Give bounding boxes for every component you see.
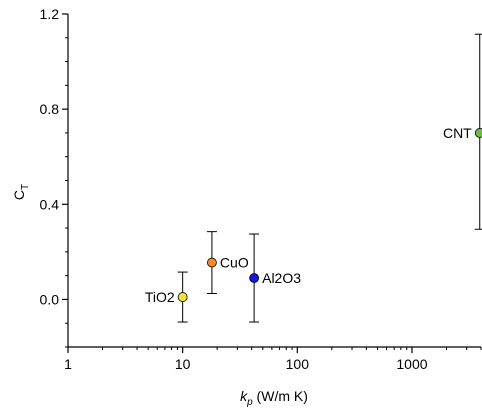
point-tio2 bbox=[177, 292, 188, 302]
y-tick-label: 0.4 bbox=[40, 196, 60, 212]
point-labels: TiO2 CuO Al2O3 CNT bbox=[145, 125, 472, 305]
point-cnt bbox=[474, 128, 482, 138]
y-tick-label: 0.8 bbox=[40, 101, 60, 117]
point-label-tio2: TiO2 bbox=[145, 289, 175, 305]
x-tick-label: 10 bbox=[175, 356, 191, 372]
x-tick-label: 1000 bbox=[396, 356, 427, 372]
point-label-al2o3: Al2O3 bbox=[262, 270, 301, 286]
x-axis-title: kp (W/m K) bbox=[240, 388, 308, 408]
x-tick-label: 1 bbox=[64, 356, 72, 372]
tick-labels: 0.0 0.4 0.8 1.2 1 10 100 1000 bbox=[40, 6, 428, 372]
y-tick-label: 0.0 bbox=[40, 291, 60, 307]
point-cuo bbox=[207, 257, 217, 268]
x-tick-label: 100 bbox=[286, 356, 310, 372]
ticks bbox=[62, 13, 482, 353]
point-al2o3 bbox=[249, 273, 260, 283]
x-axis-title-subscript: p bbox=[246, 397, 253, 408]
x-axis-title-unit: (W/m K) bbox=[253, 388, 308, 404]
y-axis-title: CT bbox=[11, 184, 31, 200]
error-bars bbox=[177, 33, 482, 323]
data-points bbox=[177, 128, 482, 302]
y-tick-label: 1.2 bbox=[40, 6, 60, 22]
point-label-cnt: CNT bbox=[443, 125, 472, 141]
y-axis-title-subscript: T bbox=[20, 184, 31, 190]
point-label-cuo: CuO bbox=[220, 255, 249, 271]
axes bbox=[67, 14, 481, 348]
